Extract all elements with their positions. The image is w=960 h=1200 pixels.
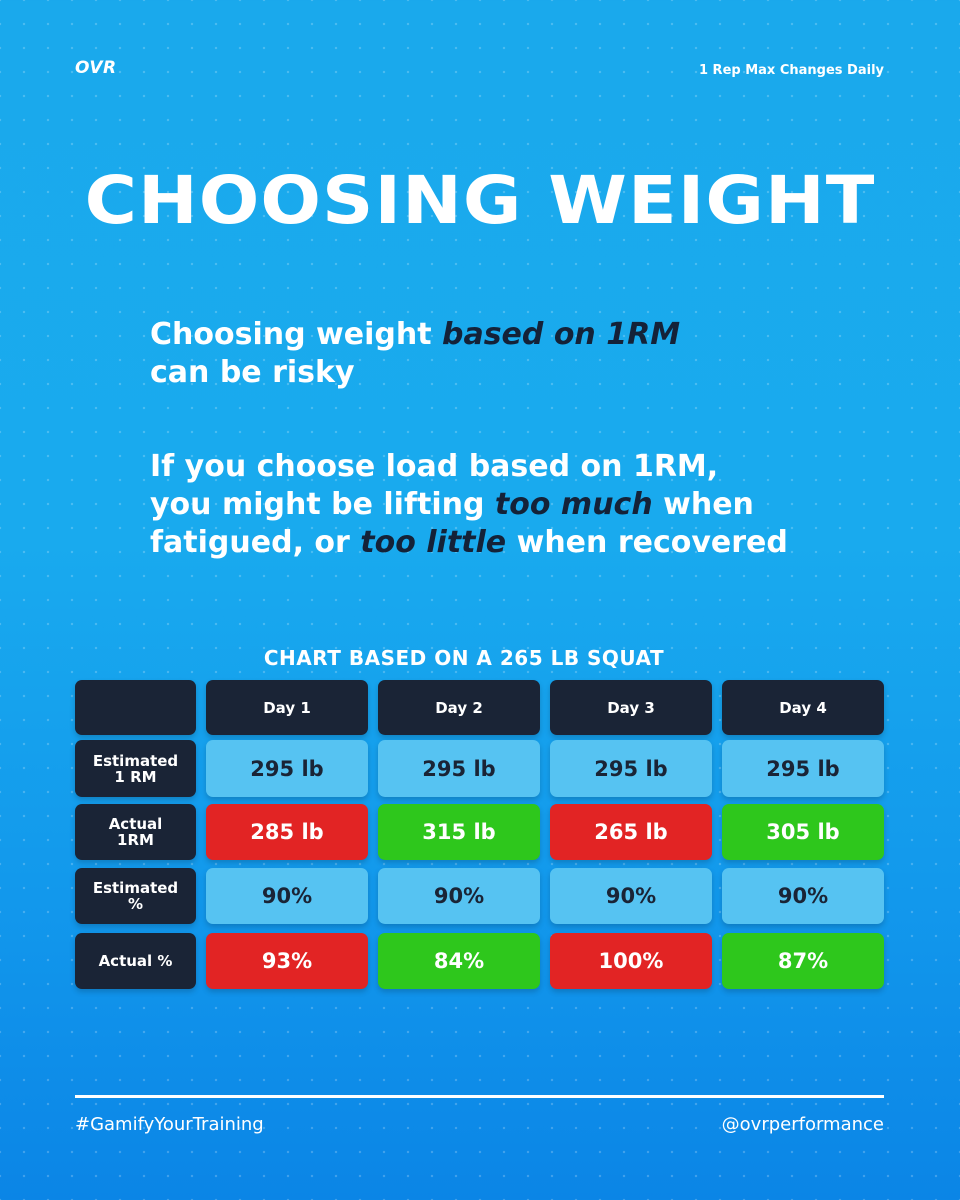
table-cell: 100% [550,933,712,989]
intro-line-2: can be risky [150,355,355,390]
table-cell: 90% [550,868,712,924]
row-label-line: Estimated [92,879,179,897]
row-label-line: % [127,895,143,913]
explanation-text: when [652,487,754,522]
page-title: CHOOSING WEIGHT [84,162,876,239]
row-label-line: Actual % [98,952,173,970]
table-cell: 285 lb [206,804,368,860]
too-much-emphasis: too much [494,487,653,522]
explanation-paragraph: If you choose load based on 1RM, you mig… [150,448,850,562]
explanation-line-1: If you choose load based on 1RM, [150,449,719,484]
intro-text: Choosing weight [150,317,442,352]
row-label-text: Actual % [99,953,173,969]
table-cell: 90% [378,868,540,924]
social-handle: @ovrperformance [721,1114,884,1135]
footer-divider [75,1095,884,1098]
row-label-line: 1RM [117,831,154,849]
hashtag: #GamifyYourTraining [75,1114,264,1135]
column-header-day-3: Day 3 [550,680,712,735]
explanation-text: when recovered [506,525,788,560]
table-cell: 84% [378,933,540,989]
row-label-line: 1 RM [114,767,157,786]
table-cell: 93% [206,933,368,989]
table-cell: 305 lb [722,804,884,860]
row-label: Estimated% [75,868,196,924]
table-cell: 295 lb [550,740,712,797]
header-corner-cell [75,680,196,735]
row-label-line: Actual [108,815,163,833]
table-cell: 87% [722,933,884,989]
tagline: 1 Rep Max Changes Daily [698,63,884,78]
explanation-text: you might be lifting [150,487,495,522]
row-label-text: Actual 1RM [109,816,163,848]
explanation-text: fatigued, or [150,525,361,560]
intro-line-1: Choosing weight based on 1RM [150,316,850,354]
ovr-logo: OVR [75,58,117,78]
row-label-text: Estimated 1 RM [93,753,178,785]
table-cell: 265 lb [550,804,712,860]
chart-title: CHART BASED ON A 265 LB SQUAT [263,646,665,670]
column-header-day-4: Day 4 [722,680,884,735]
too-little-emphasis: too little [360,525,507,560]
table-cell: 295 lb [722,740,884,797]
row-label: Estimated 1 RM [75,740,196,797]
explanation-line-2: you might be lifting too much when [150,486,850,524]
column-header-day-1: Day 1 [206,680,368,735]
row-label: Actual % [75,933,196,989]
column-header-day-2: Day 2 [378,680,540,735]
intro-paragraph: Choosing weight based on 1RM can be risk… [150,316,850,392]
row-label-text: Estimated% [93,880,178,912]
row-label-line: Estimated [92,751,179,770]
intro-emphasis: based on 1RM [441,317,681,352]
table-cell: 90% [722,868,884,924]
table-cell: 295 lb [206,740,368,797]
table-cell: 295 lb [378,740,540,797]
table-cell: 90% [206,868,368,924]
explanation-line-3: fatigued, or too little when recovered [150,524,850,562]
table-cell: 315 lb [378,804,540,860]
row-label: Actual 1RM [75,804,196,860]
